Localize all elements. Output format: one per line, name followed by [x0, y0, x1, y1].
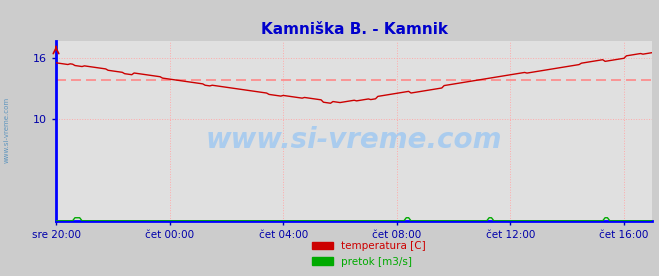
- Text: www.si-vreme.com: www.si-vreme.com: [3, 97, 10, 163]
- Legend: temperatura [C], pretok [m3/s]: temperatura [C], pretok [m3/s]: [308, 237, 430, 271]
- Title: Kamniška B. - Kamnik: Kamniška B. - Kamnik: [261, 22, 447, 38]
- Text: www.si-vreme.com: www.si-vreme.com: [206, 126, 502, 154]
